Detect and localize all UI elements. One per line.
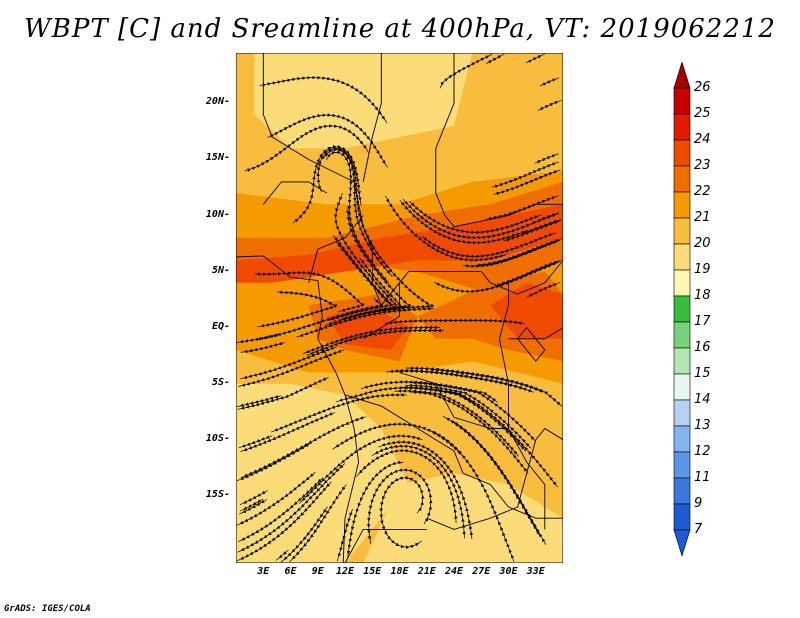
colorbar-segment bbox=[673, 87, 691, 115]
colorbar-tick-label: 22 bbox=[694, 184, 711, 199]
streamline bbox=[537, 100, 562, 111]
country-border bbox=[517, 326, 546, 362]
colorbar-tick-label: 17 bbox=[694, 314, 711, 329]
colorbar-tick-label: 23 bbox=[694, 158, 711, 173]
colorbar-segment bbox=[673, 217, 691, 245]
lon-tick-label: 12E bbox=[335, 566, 355, 577]
streamline bbox=[384, 318, 525, 325]
colorbar-top-triangle bbox=[673, 62, 691, 89]
lat-tick-label: 15S- bbox=[205, 488, 230, 500]
lon-tick-label: 9E bbox=[311, 566, 324, 577]
lon-tick-label: 3E bbox=[257, 566, 270, 577]
colorbar-segment bbox=[673, 295, 691, 323]
map-title: WBPT [C] and Sreamline at 400hPa, VT: 20… bbox=[24, 14, 776, 44]
streamline bbox=[280, 506, 328, 563]
colorbar-tick-label: 11 bbox=[694, 470, 711, 485]
colorbar-segment bbox=[673, 165, 691, 193]
colorbar-tick-label: 19 bbox=[694, 262, 711, 277]
streamline bbox=[360, 380, 499, 403]
country-border bbox=[508, 327, 563, 340]
streamline bbox=[244, 124, 369, 172]
lat-tick-label: EQ- bbox=[211, 320, 230, 332]
colorbar-segment bbox=[673, 243, 691, 271]
streamline bbox=[236, 395, 281, 408]
colorbar-segment bbox=[673, 113, 691, 141]
colorbar-segment bbox=[673, 425, 691, 453]
colorbar-segment bbox=[673, 191, 691, 219]
colorbar-segment bbox=[673, 139, 691, 167]
colorbar-tick-label: 12 bbox=[694, 444, 711, 459]
colorbar-segment bbox=[673, 477, 691, 505]
colorbar-segment bbox=[673, 399, 691, 427]
lat-tick-label: 10S- bbox=[205, 432, 230, 444]
colorbar-segment bbox=[673, 269, 691, 297]
colorbar-tick-label: 21 bbox=[694, 210, 711, 225]
streamline bbox=[429, 429, 515, 562]
lon-tick-label: 21E bbox=[417, 566, 436, 577]
streamline bbox=[254, 297, 384, 341]
streamline bbox=[493, 169, 561, 196]
colorbar-tick-label: 13 bbox=[694, 418, 711, 433]
colorbar-tick-label: 18 bbox=[694, 288, 711, 303]
colorbar-segment bbox=[673, 503, 691, 531]
colorbar-tick-label: 9 bbox=[694, 496, 703, 511]
lat-tick-label: 5N- bbox=[211, 264, 230, 276]
lon-tick-label: 30E bbox=[499, 566, 518, 577]
colorbar-tick-label: 15 bbox=[694, 366, 711, 381]
colorbar-tick-label: 25 bbox=[694, 106, 711, 121]
lat-tick-label: 5S- bbox=[211, 376, 230, 388]
lat-tick-label: 20N- bbox=[205, 96, 230, 108]
streamline bbox=[525, 53, 545, 64]
colorbar-tick-label: 7 bbox=[694, 522, 703, 537]
colorbar-segment bbox=[673, 347, 691, 375]
colorbar-segment bbox=[673, 451, 691, 479]
colorbar-tick-label: 16 bbox=[694, 340, 711, 355]
lon-tick-label: 18E bbox=[390, 566, 409, 577]
streamline bbox=[434, 261, 560, 294]
lat-tick-label: 15N- bbox=[205, 152, 230, 164]
streamline bbox=[421, 232, 556, 259]
streamline bbox=[238, 435, 273, 449]
streamline bbox=[439, 53, 493, 89]
streamline bbox=[298, 434, 423, 504]
colorbar-segment bbox=[673, 373, 691, 401]
streamline bbox=[386, 369, 526, 390]
lon-tick-label: 33E bbox=[526, 566, 545, 577]
colorbar-tick-label: 26 bbox=[694, 80, 711, 95]
colorbar bbox=[673, 62, 691, 558]
colorbar-tick-label: 24 bbox=[694, 132, 711, 147]
colorbar-bottom-triangle bbox=[673, 529, 691, 558]
map-panel bbox=[236, 53, 563, 563]
grads-credit: GrADS: IGES/COLA bbox=[4, 604, 91, 614]
streamline bbox=[540, 77, 560, 87]
colorbar-segment bbox=[673, 321, 691, 349]
streamline bbox=[259, 75, 388, 124]
lon-tick-label: 27E bbox=[472, 566, 491, 577]
lon-tick-label: 15E bbox=[363, 566, 382, 577]
streamline bbox=[534, 153, 559, 164]
lon-tick-label: 24E bbox=[444, 566, 464, 577]
colorbar-tick-label: 20 bbox=[694, 236, 711, 251]
lon-tick-label: 6E bbox=[284, 566, 297, 577]
streamline bbox=[238, 349, 345, 387]
colorbar-tick-label: 14 bbox=[694, 392, 711, 407]
lat-tick-label: 10N- bbox=[205, 208, 230, 220]
streamline bbox=[522, 219, 561, 235]
